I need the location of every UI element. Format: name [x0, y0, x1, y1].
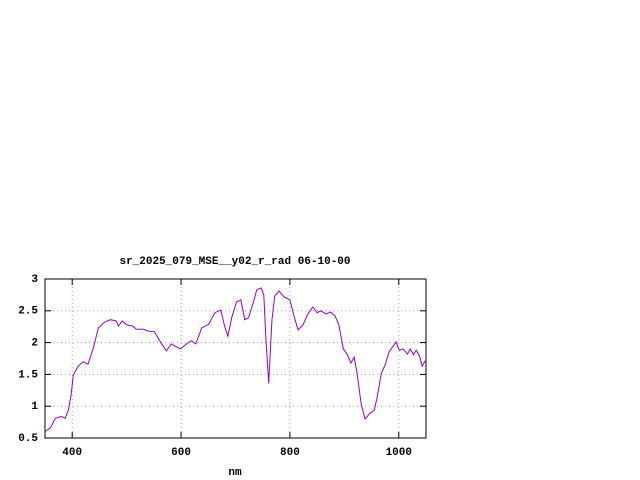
y-tick-label: 2 — [31, 338, 38, 350]
x-tick-label: 600 — [171, 447, 191, 459]
x-axis-label: nm — [228, 467, 242, 479]
plot-frame — [44, 278, 427, 439]
y-tick-label: 1 — [31, 401, 38, 413]
data-line — [44, 287, 427, 433]
x-tick-label: 800 — [280, 447, 300, 459]
y-tick-label: 2.5 — [18, 306, 38, 318]
x-tick-label: 1000 — [386, 447, 412, 459]
x-tick-label: 400 — [62, 447, 82, 459]
y-tick-label: 3 — [31, 274, 38, 286]
y-tick-label: 1.5 — [18, 369, 38, 381]
y-tick-label: 0.5 — [18, 433, 38, 445]
chart-title: sr_2025_079_MSE__y02_r_rad 06-10-00 — [119, 256, 350, 268]
